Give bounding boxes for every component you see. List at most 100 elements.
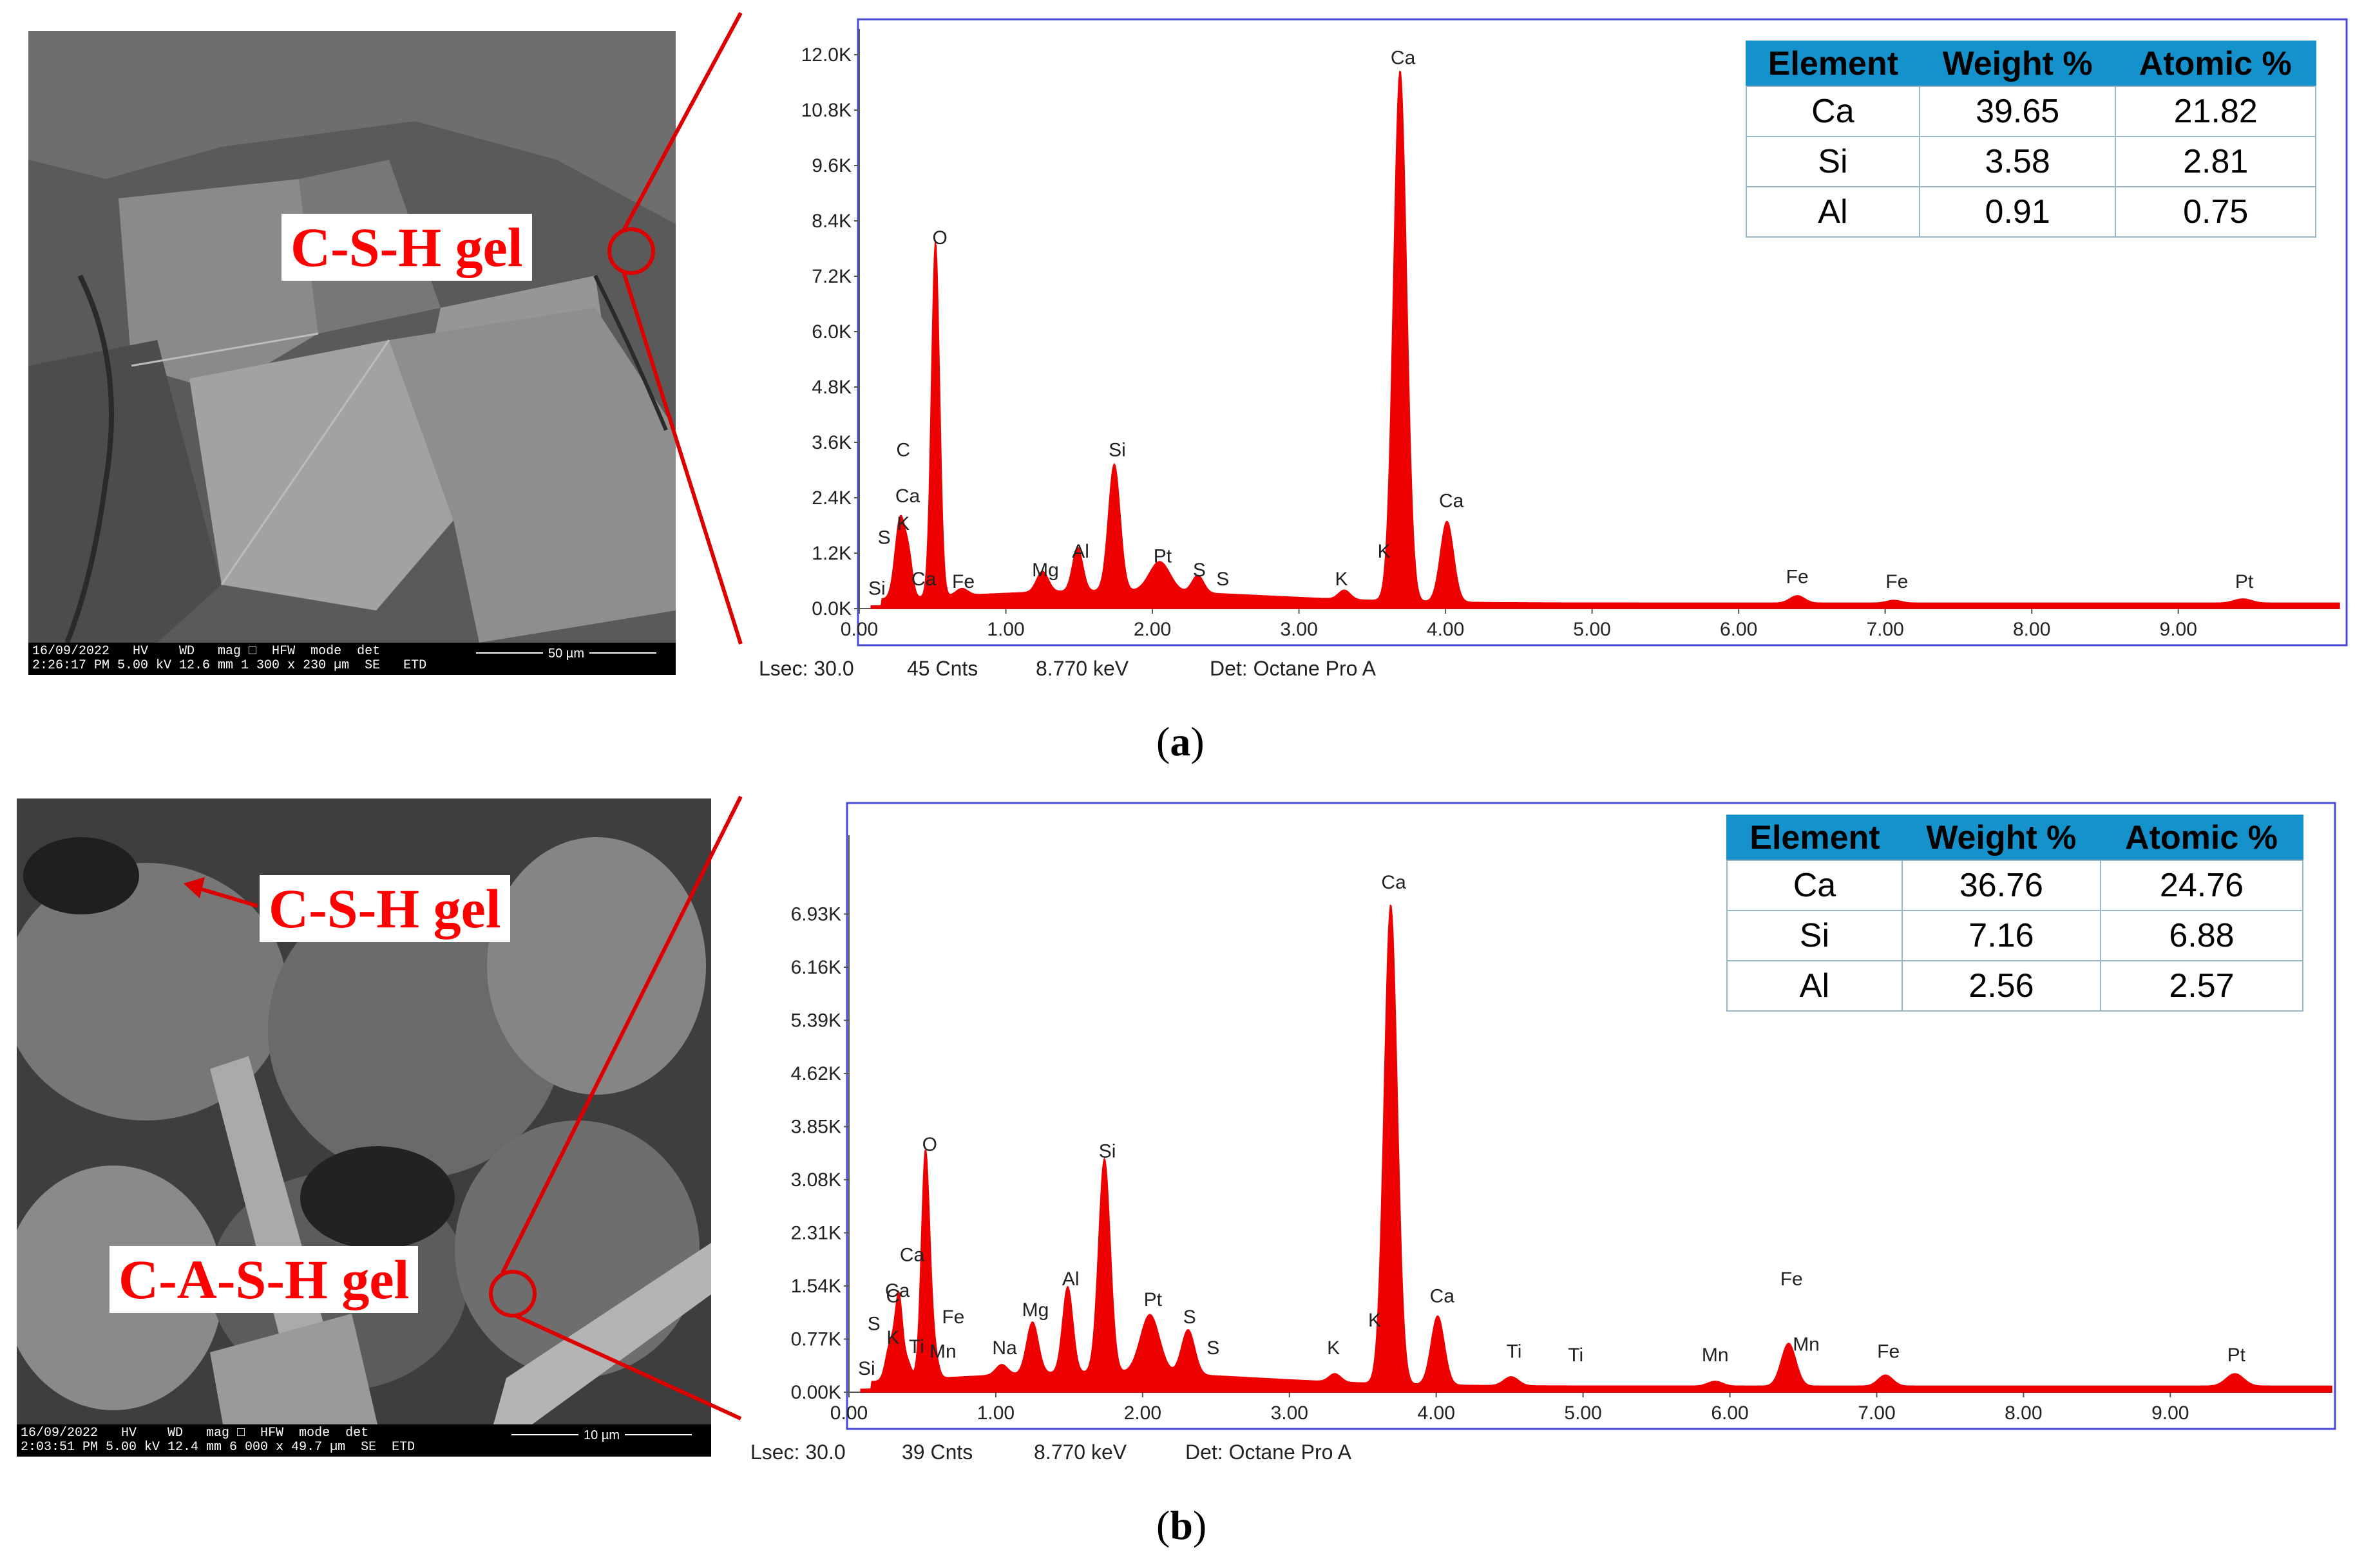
- peak-label: Pt: [2227, 1345, 2246, 1366]
- table-cell: 2.56: [1901, 960, 2101, 1012]
- scale-bar: 10 µm: [511, 1428, 692, 1442]
- peak-label: Fe: [942, 1307, 964, 1328]
- panel-caption: (b): [1156, 1502, 1207, 1548]
- x-tick-label: 1.00: [987, 619, 1024, 640]
- peak-label: Fe: [952, 571, 975, 592]
- peak-label: Ca: [1381, 872, 1406, 893]
- y-tick-label: 8.4K: [812, 211, 852, 232]
- peak-label: S: [878, 527, 891, 549]
- table-cell: 2.57: [2099, 960, 2304, 1012]
- peak-label: Ca: [1430, 1286, 1455, 1307]
- y-tick-label: 4.8K: [812, 377, 852, 398]
- table-cell: 39.65: [1918, 86, 2117, 137]
- y-tick-label: 6.0K: [812, 321, 852, 343]
- x-tick-label: 8.00: [2005, 1403, 2042, 1424]
- table-cell: 7.16: [1901, 910, 2101, 961]
- peak-label: Pt: [1144, 1289, 1163, 1310]
- table-cell: Si: [1746, 136, 1920, 187]
- sem-info-bar: 16/09/2022 HV WD mag □ HFW mode det 2:26…: [28, 643, 676, 675]
- peak-label: Ti: [909, 1336, 924, 1357]
- peak-label: Mn: [929, 1341, 957, 1362]
- peak-label: Ca: [1391, 47, 1416, 68]
- table-cell: 0.91: [1918, 186, 2117, 238]
- footer-det: Det: Octane Pro A: [1210, 657, 1376, 680]
- peak-label: Ca: [885, 1280, 910, 1301]
- spectrum-area: [870, 70, 2340, 609]
- table-cell: 21.82: [2115, 86, 2316, 137]
- peak-label: K: [1335, 569, 1348, 590]
- x-tick-label: 2.00: [1134, 619, 1171, 640]
- y-tick-label: 1.2K: [812, 543, 852, 564]
- x-tick-label: 3.00: [1280, 619, 1317, 640]
- sem-info-row: 16/09/2022 HV WD mag □ HFW mode det: [32, 644, 381, 659]
- peak-label: Mn: [1793, 1334, 1820, 1355]
- x-tick-label: 4.00: [1417, 1403, 1454, 1424]
- peak-label: Ca: [911, 569, 937, 590]
- table-header-row: Element Weight % Atomic %: [1746, 41, 2316, 86]
- peak-label: K: [886, 1327, 899, 1348]
- x-tick-label: 7.00: [1858, 1403, 1895, 1424]
- x-tick-label: 6.00: [1720, 619, 1757, 640]
- y-tick-label: 6.93K: [791, 904, 841, 925]
- table-row: Al 2.56 2.57: [1726, 960, 2304, 1012]
- y-tick-label: 1.54K: [791, 1276, 841, 1297]
- csh-gel-label: C-S-H gel: [281, 214, 532, 281]
- footer-cnts: 39 Cnts: [902, 1440, 973, 1464]
- y-tick-label: 7.2K: [812, 266, 852, 287]
- table-cell: 24.76: [2099, 860, 2304, 911]
- footer-kev: 8.770 keV: [1036, 657, 1129, 680]
- table-cell: 6.88: [2099, 910, 2304, 961]
- composition-table: Element Weight % Atomic % Ca 39.65 21.82…: [1746, 41, 2316, 238]
- footer-lsec: Lsec: 30.0: [750, 1440, 846, 1464]
- y-tick-label: 3.08K: [791, 1169, 841, 1191]
- footer-det: Det: Octane Pro A: [1185, 1440, 1351, 1464]
- panel-letter: b: [1170, 1502, 1193, 1548]
- scale-bar-label: 10 µm: [578, 1428, 625, 1442]
- x-tick-label: 5.00: [1573, 619, 1610, 640]
- peak-label: Pt: [2235, 571, 2254, 592]
- peak-label: K: [1327, 1337, 1340, 1359]
- table-header: Weight %: [1902, 815, 2101, 860]
- sem-info-bar: 16/09/2022 HV WD mag □ HFW mode det 2:03…: [17, 1424, 711, 1457]
- table-row: Ca 36.76 24.76: [1726, 860, 2304, 911]
- peak-label: C: [886, 1286, 901, 1307]
- peak-label: Fe: [1885, 571, 1908, 592]
- table-row: Si 7.16 6.88: [1726, 910, 2304, 961]
- peak-label: K: [897, 513, 910, 534]
- peak-label: Si: [1099, 1141, 1116, 1162]
- x-tick-label: 9.00: [2151, 1403, 2189, 1424]
- sem-info-row: 16/09/2022 HV WD mag □ HFW mode det: [21, 1426, 369, 1440]
- table-row: Ca 39.65 21.82: [1746, 86, 2316, 137]
- peak-label: Pt: [1154, 545, 1172, 567]
- table-cell: 3.58: [1918, 136, 2117, 187]
- csh-gel-label: C-S-H gel: [260, 875, 510, 942]
- peak-label: S: [1183, 1307, 1196, 1328]
- x-tick-label: 1.00: [977, 1403, 1015, 1424]
- y-tick-label: 0.00K: [791, 1382, 841, 1403]
- peak-label: Na: [992, 1337, 1017, 1359]
- peak-label: O: [922, 1134, 937, 1155]
- table-header: Element: [1727, 815, 1902, 860]
- composition-table: Element Weight % Atomic % Ca 36.76 24.76…: [1726, 815, 2304, 1012]
- x-tick-label: 0.00: [830, 1403, 868, 1424]
- table-cell: Al: [1746, 186, 1920, 238]
- table-header: Element: [1746, 41, 1920, 86]
- peak-label: Si: [1109, 440, 1126, 461]
- x-tick-label: 8.00: [2013, 619, 2050, 640]
- sem-info-row: 2:26:17 PM 5.00 kV 12.6 mm 1 300 x 230 µ…: [32, 658, 427, 673]
- y-tick-label: 9.6K: [812, 155, 852, 176]
- footer-kev: 8.770 keV: [1034, 1440, 1127, 1464]
- peak-label: Ca: [895, 486, 920, 507]
- x-tick-label: 3.00: [1271, 1403, 1308, 1424]
- scale-bar-label: 50 µm: [543, 647, 589, 661]
- sem-image: 16/09/2022 HV WD mag □ HFW mode det 2:26…: [28, 31, 676, 675]
- peak-label: S: [868, 1314, 881, 1335]
- x-tick-label: 9.00: [2160, 619, 2197, 640]
- y-tick-label: 3.85K: [791, 1117, 841, 1138]
- y-tick-label: 6.16K: [791, 957, 841, 978]
- table-cell: 2.81: [2115, 136, 2316, 187]
- panel-caption: (a): [1156, 719, 1205, 764]
- peak-label: Si: [868, 578, 886, 600]
- sem-info-row: 2:03:51 PM 5.00 kV 12.4 mm 6 000 x 49.7 …: [21, 1440, 415, 1455]
- table-cell: Ca: [1746, 86, 1920, 137]
